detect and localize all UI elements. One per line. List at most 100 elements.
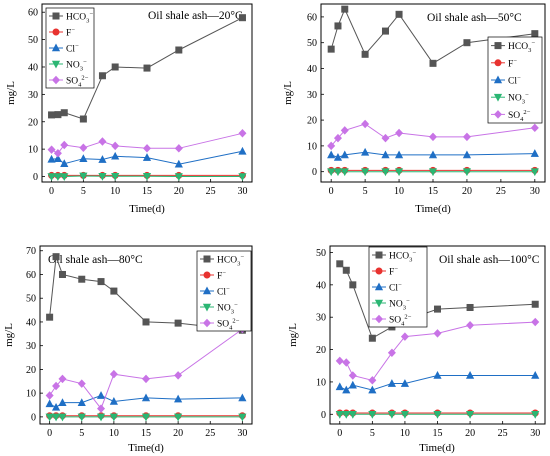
x-tick-label: 15 — [428, 186, 438, 197]
data-point — [79, 115, 87, 123]
data-point — [433, 410, 442, 419]
data-point — [530, 168, 539, 177]
data-point — [96, 391, 106, 399]
y-tick-label: 50 — [26, 294, 36, 305]
data-point — [238, 413, 247, 422]
data-point — [53, 154, 63, 163]
data-point — [175, 46, 183, 54]
x-tick-label: 30 — [237, 186, 247, 197]
legend-marker — [493, 93, 503, 102]
data-point — [238, 146, 247, 155]
legend-marker — [203, 255, 211, 263]
legend-label: F− — [389, 266, 398, 278]
data-point — [394, 168, 404, 177]
y-ticks: 0 10 20 30 40 50 60 — [307, 12, 324, 178]
legend-marker — [374, 314, 384, 324]
legend-item: HCO3− — [491, 40, 535, 54]
y-tick-label: 20 — [28, 117, 38, 128]
data-point — [433, 305, 441, 313]
data-point — [52, 253, 60, 261]
y-tick-label: 10 — [307, 141, 317, 152]
data-point — [141, 393, 151, 402]
data-point — [333, 133, 342, 143]
data-point — [433, 371, 442, 379]
data-point — [327, 168, 336, 177]
x-tick-label: 0 — [329, 186, 334, 197]
data-point — [48, 111, 56, 119]
y-tick-label: 0 — [321, 410, 326, 421]
data-point — [335, 356, 344, 366]
data-point — [60, 159, 69, 167]
legend-marker — [493, 110, 503, 119]
data-point — [342, 410, 351, 419]
y-tick-label: 30 — [26, 341, 36, 352]
legend-marker — [52, 12, 60, 20]
y-axis-label: mg/L — [3, 323, 15, 347]
data-point — [368, 385, 377, 394]
series-so4 — [47, 129, 247, 158]
series-so4 — [45, 324, 247, 413]
data-point — [111, 63, 119, 71]
legend-marker — [202, 318, 212, 328]
data-point — [327, 141, 336, 151]
x-tick-label: 30 — [530, 428, 540, 439]
x-tick-label: 5 — [370, 428, 375, 439]
data-point — [340, 150, 349, 159]
y-tick-label: 40 — [26, 317, 36, 328]
legend-label: Cl− — [66, 43, 79, 55]
legend-marker — [51, 75, 61, 85]
data-point — [77, 413, 86, 422]
data-point — [342, 358, 351, 367]
legend-item: Cl− — [372, 282, 402, 294]
legend-marker — [494, 59, 502, 67]
data-point — [238, 173, 247, 181]
data-point — [111, 172, 120, 181]
chart-panel-100c: Oil shale ash—100°C mg/L Time(d) 0 5 10 15 2… — [287, 245, 546, 454]
legend-marker — [52, 28, 60, 36]
x-ticks: 0 5 10 15 20 25 30 — [337, 421, 540, 439]
data-point — [58, 374, 67, 384]
data-point — [141, 374, 151, 384]
legend-marker — [375, 251, 383, 259]
data-point — [335, 382, 344, 391]
x-tick-label: 25 — [498, 428, 508, 439]
x-axis-label: Time(d) — [128, 442, 164, 454]
x-tick-label: 30 — [530, 186, 540, 197]
data-point — [462, 132, 471, 142]
x-tick-label: 5 — [81, 186, 86, 197]
x-tick-label: 20 — [462, 186, 472, 197]
data-point — [327, 45, 335, 53]
data-point — [142, 153, 152, 161]
data-point — [368, 410, 377, 419]
y-ticks: 0 10 20 30 40 50 60 — [28, 8, 45, 183]
legend-label: NO3− — [66, 59, 87, 73]
y-tick-label: 0 — [312, 167, 317, 178]
data-point — [142, 144, 152, 153]
legend-item: Cl− — [491, 75, 521, 87]
legend-item: SO42− — [491, 109, 531, 123]
legend-marker — [494, 42, 502, 50]
data-point — [97, 278, 105, 286]
data-point — [111, 151, 120, 160]
y-tick-label: 50 — [307, 38, 317, 49]
data-point — [368, 376, 377, 385]
legend-item: NO3− — [49, 59, 87, 73]
data-point — [58, 413, 67, 422]
data-point — [428, 132, 438, 142]
data-point — [361, 119, 370, 129]
chart-title: Oil shale ash—100°C — [439, 254, 540, 266]
y-tick-label: 30 — [316, 313, 326, 324]
data-point — [361, 168, 370, 177]
data-point — [530, 123, 539, 133]
data-point — [110, 287, 118, 295]
data-point — [462, 168, 472, 177]
legend-item: NO3− — [372, 298, 410, 312]
y-tick-label: 70 — [26, 246, 36, 257]
series-no3 — [47, 172, 247, 181]
chart-title: Oil shale ash—50°C — [427, 12, 522, 24]
data-point — [348, 410, 357, 419]
series-hco3 — [327, 5, 539, 67]
chart-legend: HCO3− F− Cl− NO3− SO42− — [368, 246, 428, 328]
data-point — [174, 159, 183, 168]
